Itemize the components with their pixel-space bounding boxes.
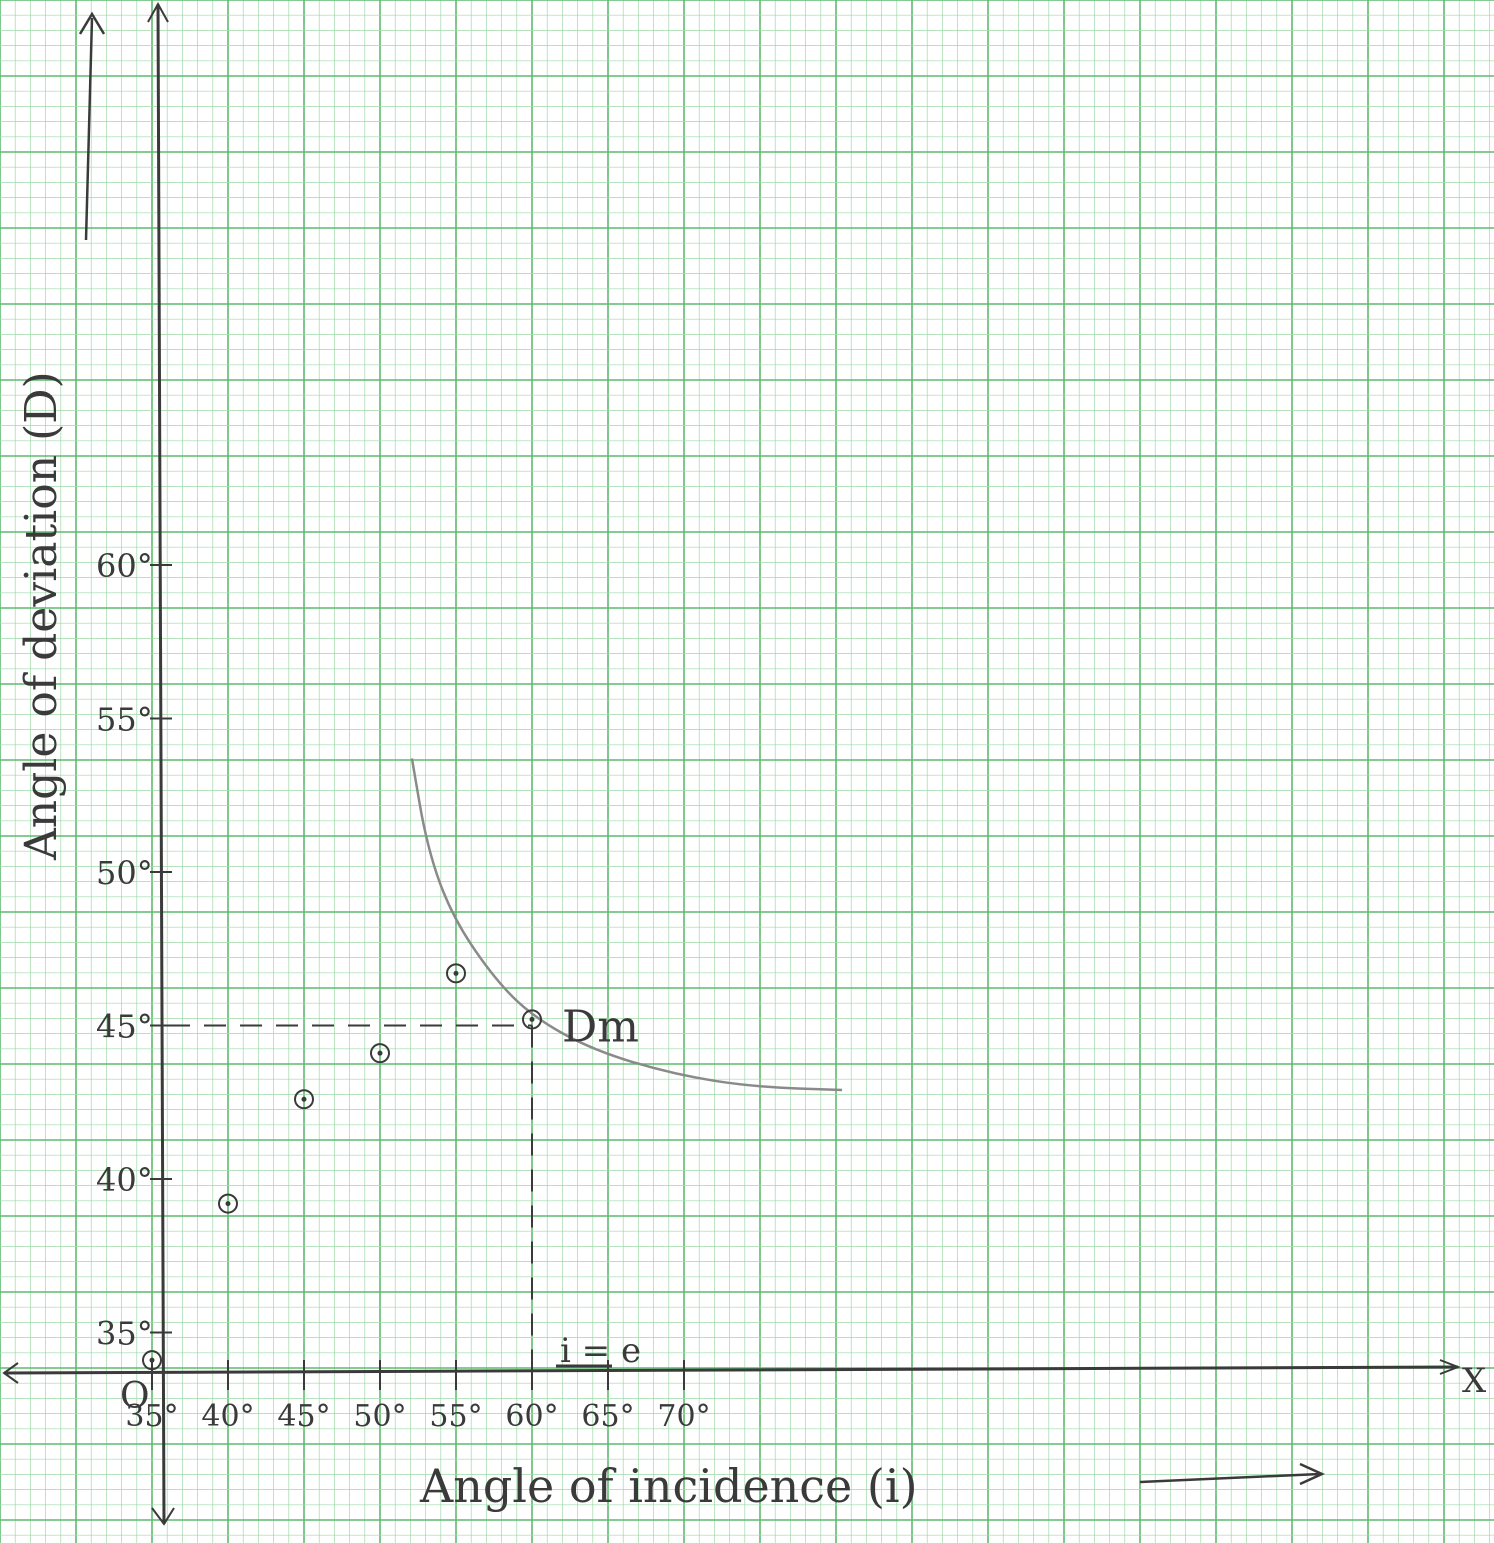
y-tick-label: 35° [96,1315,153,1353]
y-tick-label: 50° [96,854,153,892]
y-tick-label: 40° [96,1161,153,1199]
origin-label: O [120,1376,150,1417]
x-axis-letter: X [1462,1361,1487,1401]
x-tick-label: 50° [353,1399,406,1434]
dm-annotation: Dm [562,1002,639,1053]
x-tick-label: 70° [657,1399,710,1434]
y-axis-title: Angle of deviation (D) [16,371,67,861]
y-tick-label: 45° [96,1008,153,1046]
x-tick-label: 45° [277,1399,330,1434]
data-point-dot [530,1017,535,1022]
data-point-dot [302,1097,307,1102]
x-axis-title: Angle of incidence (i) [419,1459,918,1513]
data-point-dot [226,1201,231,1206]
x-tick-label: 55° [429,1399,482,1434]
x-tick-label: 65° [581,1399,634,1434]
x-tick-label: 40° [201,1399,254,1434]
data-point-dot [454,971,459,976]
x-tick-label: 60° [505,1399,558,1434]
data-point-dot [378,1051,383,1056]
y-tick-label: 60° [96,547,153,585]
y-tick-label: 55° [96,701,153,739]
data-point-dot [150,1358,155,1363]
